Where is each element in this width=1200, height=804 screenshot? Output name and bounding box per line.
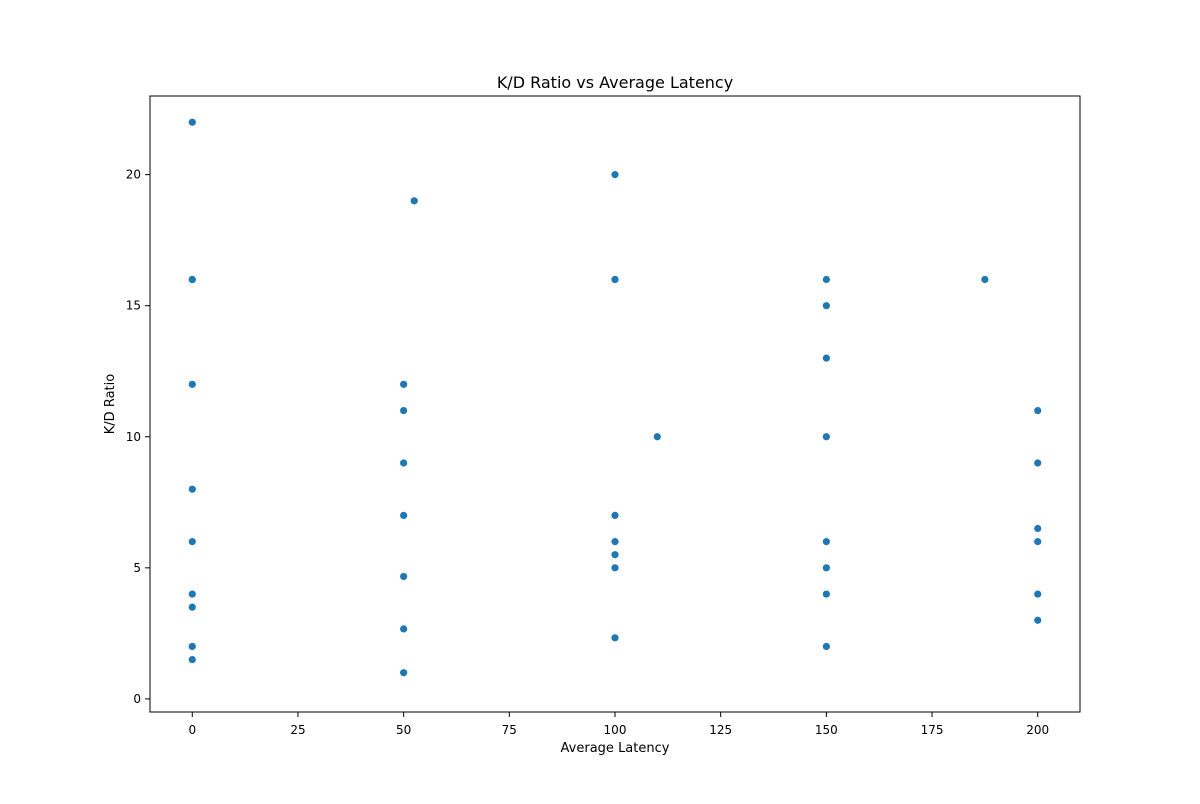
x-tick-label: 150 xyxy=(815,723,838,737)
data-point xyxy=(981,275,989,284)
data-point xyxy=(188,275,196,284)
data-point xyxy=(822,538,830,546)
x-tick-label: 0 xyxy=(188,723,196,737)
y-axis-label: K/D Ratio xyxy=(103,374,118,434)
data-point xyxy=(1034,406,1042,415)
data-point xyxy=(400,511,408,520)
y-tick-label: 20 xyxy=(126,168,141,182)
data-point xyxy=(188,380,196,388)
data-point xyxy=(822,275,830,284)
x-axis-ticks: 0 25 50 75 100 125 150 175 200 xyxy=(188,712,1049,737)
data-point xyxy=(188,538,196,546)
data-point xyxy=(400,625,408,633)
data-point xyxy=(822,590,830,598)
x-tick-label: 125 xyxy=(709,723,732,737)
data-point xyxy=(188,485,196,493)
data-point xyxy=(611,171,619,179)
data-point xyxy=(611,634,619,642)
data-point xyxy=(611,511,619,520)
points-layer xyxy=(188,118,1042,677)
x-tick-label: 25 xyxy=(290,723,305,737)
data-point xyxy=(400,380,408,388)
data-point xyxy=(822,302,830,310)
y-tick-label: 15 xyxy=(126,299,141,313)
data-point xyxy=(1034,459,1042,467)
data-point xyxy=(611,275,619,284)
y-tick-label: 5 xyxy=(133,561,141,575)
x-axis-label: Average Latency xyxy=(561,741,670,756)
data-point xyxy=(653,433,661,441)
y-axis-ticks: 0 5 10 15 20 xyxy=(126,168,150,706)
data-point xyxy=(400,459,408,467)
data-point xyxy=(188,590,196,598)
data-point xyxy=(1034,590,1042,598)
data-point xyxy=(188,603,196,611)
data-point xyxy=(410,197,418,205)
data-point xyxy=(822,564,830,572)
data-point xyxy=(188,655,196,664)
data-point xyxy=(400,572,408,581)
data-point xyxy=(1034,524,1042,533)
data-point xyxy=(400,406,408,415)
x-tick-label: 100 xyxy=(604,723,627,737)
data-point xyxy=(400,669,408,677)
data-point xyxy=(188,118,196,126)
data-point xyxy=(1034,616,1042,624)
data-point xyxy=(188,642,196,651)
x-tick-label: 200 xyxy=(1026,723,1049,737)
data-point xyxy=(611,551,619,559)
data-point xyxy=(822,354,830,362)
data-point xyxy=(611,564,619,572)
x-tick-label: 75 xyxy=(502,723,517,737)
chart-title: K/D Ratio vs Average Latency xyxy=(497,73,733,92)
y-tick-label: 10 xyxy=(126,430,141,444)
y-tick-label: 0 xyxy=(133,692,141,706)
data-point xyxy=(611,538,619,546)
x-tick-label: 50 xyxy=(396,723,411,737)
data-point xyxy=(822,642,830,651)
x-tick-label: 175 xyxy=(921,723,944,737)
data-point xyxy=(822,433,830,441)
data-point xyxy=(1034,538,1042,546)
